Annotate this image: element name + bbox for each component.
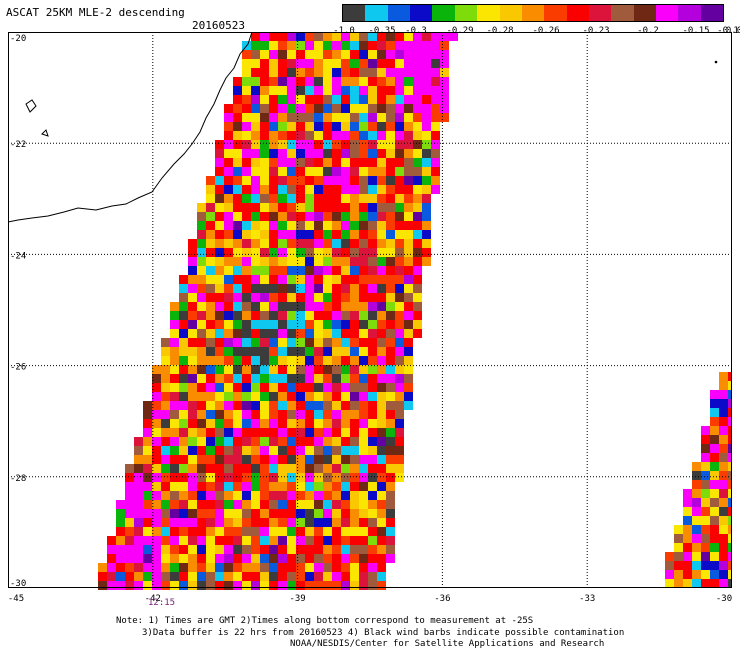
colorbar-swatch <box>544 5 567 21</box>
colorbar-swatch <box>656 5 679 21</box>
colorbar-swatch <box>387 5 411 21</box>
lon-tick-label: -45 <box>8 594 24 604</box>
colorbar-swatch <box>454 5 478 21</box>
colorbar-swatch <box>521 5 545 21</box>
colorbar-label: -0.26 <box>532 26 560 36</box>
colorbar-swatch <box>343 5 366 21</box>
island-outline <box>25 99 49 137</box>
colorbar-label: -0.15 <box>682 26 710 36</box>
lon-tick-label: -39 <box>289 594 305 604</box>
colorbar-label: -0.23 <box>582 26 610 36</box>
plot-title: ASCAT 25KM MLE-2 descending <box>6 6 185 19</box>
colorbar-label: -1.0 <box>333 26 355 36</box>
colorbar-swatch <box>477 5 500 21</box>
colorbar-label: -0.3 <box>405 26 427 36</box>
colorbar-swatch <box>588 5 612 21</box>
graticule <box>8 32 732 588</box>
colorbar-swatch <box>678 5 701 21</box>
lat-tick-label: -28 <box>10 474 26 484</box>
coastline <box>8 32 253 223</box>
colorbar-label: -0.28 <box>486 26 514 36</box>
colorbar-swatch <box>633 5 657 21</box>
lon-tick-label: -33 <box>579 594 595 604</box>
swath-secondary <box>665 372 732 588</box>
note-line-1: Note: 1) Times are GMT 2)Times along bot… <box>116 616 534 626</box>
colorbar-swatch <box>566 5 589 21</box>
colorbar-label: 0.0 <box>725 26 740 36</box>
colorbar-label: -0.35 <box>368 26 396 36</box>
colorbar-label: -0.2 <box>637 26 659 36</box>
colorbar-label: -0.1 <box>717 26 739 36</box>
colorbar-swatch <box>611 5 634 21</box>
colorbar-labels: -1.0 -0.35 -0.3 -0.29 -0.28 -0.26 -0.23 -0.2 -0.… <box>330 26 740 38</box>
swath-map: -20 -22 -24 -26 -28 -30 -45 -42 -39 -36 -33 -30 <box>8 32 732 604</box>
colorbar-swatch <box>432 5 455 21</box>
lon-tick-label: -42 <box>145 594 161 604</box>
colorbar-swatch <box>365 5 388 21</box>
colorbar-swatch <box>700 5 724 21</box>
lat-tick-label: -26 <box>10 363 26 373</box>
colorbar-swatch <box>410 5 433 21</box>
map-frame <box>8 32 732 588</box>
lat-tick-label: -22 <box>10 140 26 150</box>
plot-date: 20160523 <box>192 19 245 32</box>
note-line-3: NOAA/NESDIS/Center for Satellite Applica… <box>290 639 605 649</box>
lat-tick-label: -24 <box>10 251 26 261</box>
swath-main <box>98 32 458 590</box>
lon-tick-label: -36 <box>434 594 450 604</box>
lon-tick-label: -30 <box>716 594 732 604</box>
colorbar-swatch <box>499 5 522 21</box>
lat-tick-label: -30 <box>10 579 26 589</box>
map-dot <box>714 60 718 64</box>
colorbar <box>342 4 724 22</box>
colorbar-label: -0.29 <box>446 26 474 36</box>
note-line-2: 3)Data buffer is 22 hrs from 20160523 4)… <box>142 628 625 638</box>
lat-tick-label: -20 <box>10 34 26 44</box>
time-label: 12:15 <box>148 598 176 608</box>
